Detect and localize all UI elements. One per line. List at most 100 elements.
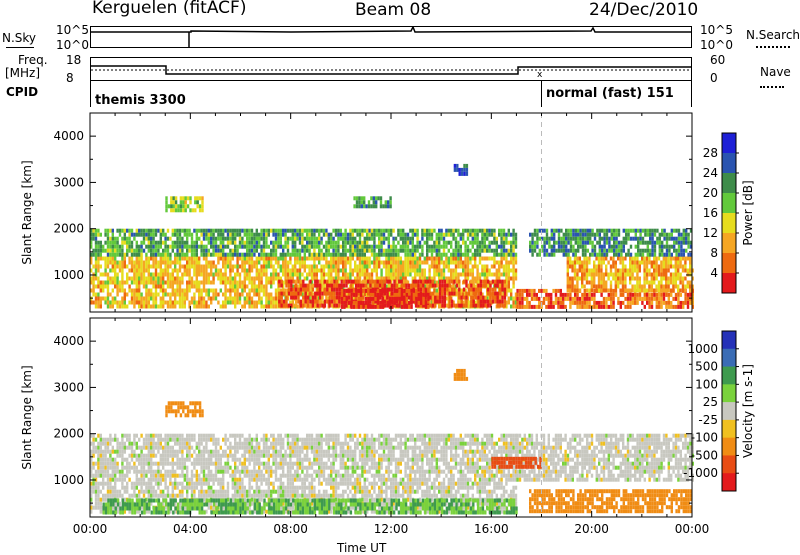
data-cell xyxy=(646,281,648,285)
data-cell xyxy=(571,289,573,293)
data-cell xyxy=(492,280,494,284)
data-cell xyxy=(486,249,488,253)
data-cell xyxy=(560,245,562,249)
data-cell xyxy=(425,301,427,305)
data-cell xyxy=(283,304,285,308)
data-cell xyxy=(619,273,621,277)
data-cell xyxy=(227,261,229,265)
data-cell xyxy=(229,249,231,253)
data-cell xyxy=(328,269,330,273)
data-cell xyxy=(473,292,475,296)
data-cell xyxy=(253,261,255,265)
data-cell xyxy=(312,296,314,300)
data-cell xyxy=(433,269,435,273)
data-cell xyxy=(155,305,157,309)
data-cell xyxy=(605,305,607,309)
data-cell xyxy=(284,269,286,273)
data-cell xyxy=(443,265,445,269)
data-cell xyxy=(627,237,629,241)
data-cell xyxy=(571,285,573,289)
data-cell xyxy=(443,241,445,245)
data-cell xyxy=(484,249,486,253)
data-cell xyxy=(222,293,224,297)
data-cell xyxy=(92,466,94,470)
data-cell xyxy=(476,269,478,273)
data-cell xyxy=(366,237,368,241)
data-cell xyxy=(648,293,650,297)
data-cell xyxy=(205,257,207,261)
data-cell xyxy=(203,269,205,273)
data-cell xyxy=(263,249,265,253)
data-cell xyxy=(397,249,399,253)
data-cell xyxy=(408,296,410,300)
data-cell xyxy=(176,241,178,245)
data-cell xyxy=(584,301,586,305)
data-cell xyxy=(591,277,593,281)
data-cell xyxy=(126,305,128,309)
data-cell xyxy=(128,438,130,442)
data-cell xyxy=(248,249,250,253)
data-cell xyxy=(160,229,162,233)
data-cell xyxy=(452,253,454,257)
data-cell xyxy=(174,269,176,273)
data-cell xyxy=(227,281,229,285)
data-cell xyxy=(313,257,315,261)
data-cell xyxy=(501,288,503,292)
data-cell xyxy=(627,297,629,301)
data-cell xyxy=(389,297,391,301)
data-cell xyxy=(397,241,399,245)
data-cell xyxy=(100,249,102,253)
data-cell xyxy=(275,293,277,297)
data-cell xyxy=(479,229,481,233)
data-cell xyxy=(162,301,164,305)
data-cell xyxy=(591,253,593,257)
data-cell xyxy=(148,305,150,309)
data-cell xyxy=(150,249,152,253)
data-cell xyxy=(450,261,452,265)
data-cell xyxy=(175,196,177,200)
data-cell xyxy=(126,241,128,245)
data-cell xyxy=(236,265,238,269)
data-cell xyxy=(234,241,236,245)
data-cell xyxy=(462,229,464,233)
data-cell xyxy=(133,269,135,273)
data-cell xyxy=(428,233,430,237)
data-cell xyxy=(212,265,214,269)
data-cell xyxy=(311,273,313,277)
data-cell xyxy=(193,261,195,265)
data-cell xyxy=(653,269,655,273)
data-cell xyxy=(162,261,164,265)
data-cell xyxy=(682,289,684,293)
data-cell xyxy=(632,301,634,305)
data-cell xyxy=(533,305,535,309)
data-cell xyxy=(95,241,97,245)
data-cell xyxy=(248,265,250,269)
data-cell xyxy=(446,288,448,292)
data-cell xyxy=(659,249,661,253)
data-cell xyxy=(112,253,114,257)
data-cell xyxy=(295,284,297,288)
data-cell xyxy=(569,305,571,309)
data-cell xyxy=(169,297,171,301)
data-cell xyxy=(461,168,463,172)
data-cell xyxy=(330,245,332,249)
data-cell xyxy=(575,237,577,241)
data-cell xyxy=(253,253,255,257)
data-cell xyxy=(605,285,607,289)
data-cell xyxy=(619,277,621,281)
data-cell xyxy=(487,292,489,296)
data-cell xyxy=(639,277,641,281)
data-cell xyxy=(418,297,420,301)
data-cell xyxy=(210,253,212,257)
data-cell xyxy=(232,265,234,269)
data-cell xyxy=(208,229,210,233)
data-cell xyxy=(325,241,327,245)
data-cell xyxy=(350,305,352,309)
data-cell xyxy=(210,265,212,269)
data-cell xyxy=(112,237,114,241)
data-cell xyxy=(294,261,296,265)
data-cell xyxy=(347,237,349,241)
data-cell xyxy=(570,245,572,249)
data-cell xyxy=(482,304,484,308)
data-cell xyxy=(422,280,424,284)
